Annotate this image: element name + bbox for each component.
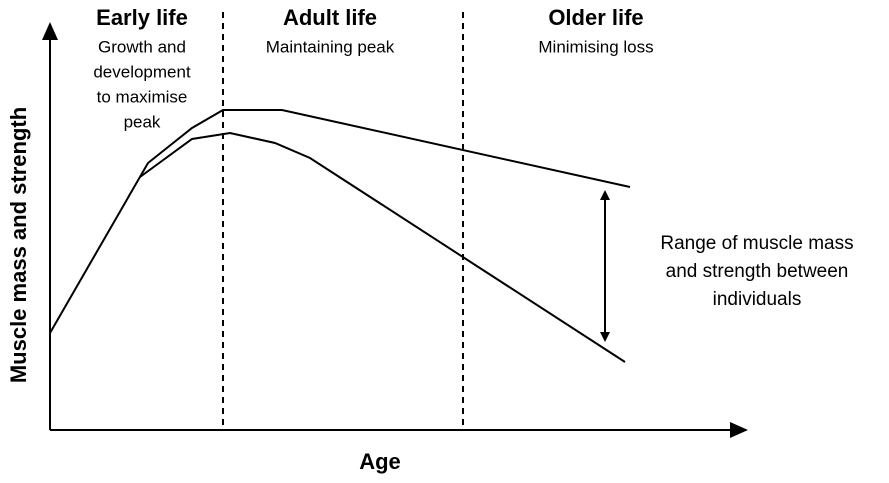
range-annotation: and strength between xyxy=(666,261,849,282)
phase-title: Older life xyxy=(548,5,643,30)
phase-subtitle: Growth and xyxy=(98,37,186,56)
y-axis-label: Muscle mass and strength xyxy=(6,107,31,383)
phase-subtitle: to maximise xyxy=(97,87,188,106)
lower-curve xyxy=(139,131,626,363)
upper-curve xyxy=(49,109,631,334)
phase-subtitle: Maintaining peak xyxy=(266,37,395,56)
range-annotation: Range of muscle mass xyxy=(660,233,853,254)
phase-subtitle: development xyxy=(93,62,191,81)
phase-title: Adult life xyxy=(283,5,377,30)
phase-subtitle: Minimising loss xyxy=(538,37,653,56)
range-annotation: individuals xyxy=(713,289,802,310)
phase-subtitle: peak xyxy=(124,112,161,131)
phase-title: Early life xyxy=(96,5,188,30)
x-axis-label: Age xyxy=(359,449,401,474)
